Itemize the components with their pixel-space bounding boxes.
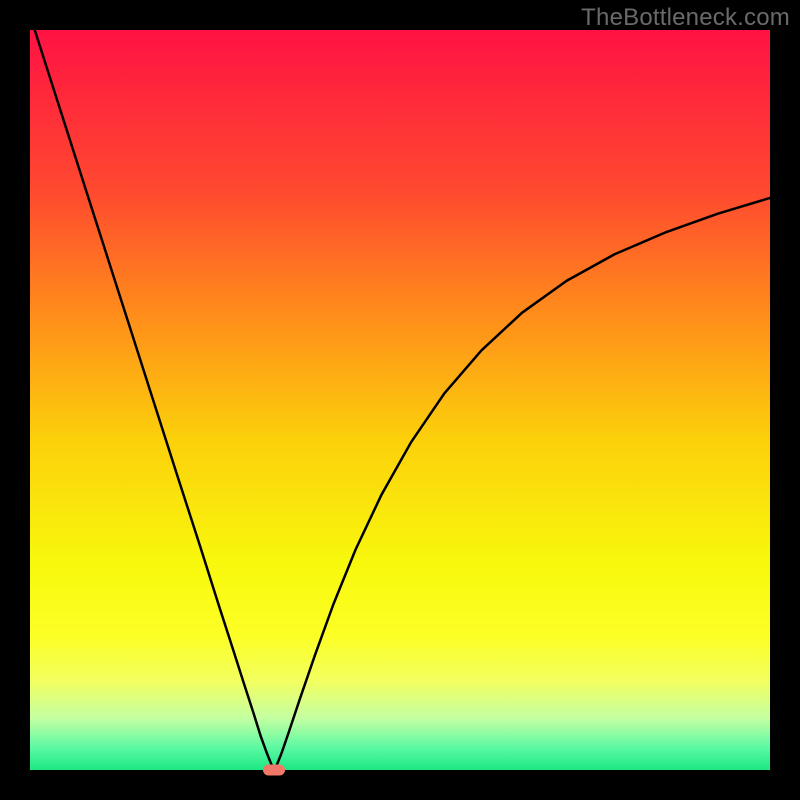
- watermark-text: TheBottleneck.com: [581, 4, 790, 32]
- bottleneck-curve: [30, 30, 770, 770]
- plot-area: [30, 30, 770, 770]
- sweet-spot-marker: [263, 765, 285, 776]
- chart-container: TheBottleneck.com: [0, 0, 800, 800]
